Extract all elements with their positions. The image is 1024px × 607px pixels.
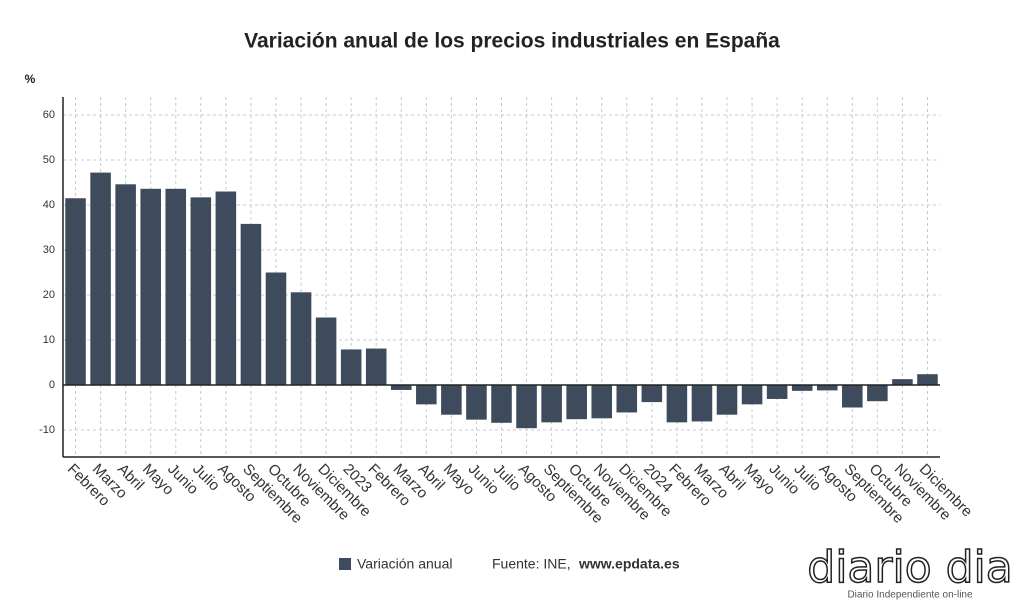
source-site: www.epdata.es	[578, 556, 680, 572]
bar	[816, 385, 838, 391]
bar	[691, 385, 713, 422]
bar	[441, 385, 462, 415]
bar	[240, 223, 262, 385]
y-tick-label: 0	[49, 379, 55, 391]
y-tick-label: 20	[43, 289, 55, 301]
bar	[566, 385, 587, 420]
watermark: diario dia	[807, 542, 1012, 593]
bar	[541, 385, 562, 423]
bar	[165, 188, 187, 385]
bar	[892, 379, 913, 385]
legend-swatch	[339, 558, 351, 570]
y-tick-label: 60	[43, 109, 55, 121]
bar	[641, 385, 663, 403]
y-tick-label: 40	[43, 199, 55, 211]
watermark-tagline: Diario Independiente on-line	[847, 590, 973, 601]
bar	[516, 385, 537, 429]
bar	[491, 385, 512, 423]
bar	[315, 317, 337, 385]
bar	[140, 188, 161, 385]
chart-title: Variación anual de los precios industria…	[244, 30, 780, 53]
y-tick-label: 50	[43, 154, 55, 166]
bar	[791, 385, 813, 391]
bar	[90, 172, 111, 385]
bar	[290, 292, 312, 385]
y-tick-label: 30	[43, 244, 55, 256]
y-tick-label: 10	[43, 334, 55, 346]
bar	[842, 385, 863, 408]
legend-label: Variación anual	[357, 556, 452, 572]
y-axis-label: %	[25, 72, 36, 86]
bar	[867, 385, 888, 402]
legend: Variación anual Fuente: INE, www.epdata.…	[339, 556, 680, 572]
bar	[115, 184, 136, 385]
bar	[265, 272, 287, 385]
bar	[917, 374, 938, 385]
y-tick-label: -10	[39, 424, 55, 436]
bar	[666, 385, 688, 423]
bar	[591, 385, 613, 419]
bar	[416, 385, 437, 405]
source: Fuente: INE,	[492, 556, 571, 572]
bar	[340, 349, 362, 385]
bar	[390, 385, 412, 390]
bar	[716, 385, 738, 415]
bar	[215, 191, 237, 385]
bar	[65, 198, 86, 385]
bar	[466, 385, 487, 420]
bar	[365, 348, 387, 385]
bar	[190, 197, 212, 385]
bar	[766, 385, 788, 399]
bar	[616, 385, 638, 413]
bar	[741, 385, 763, 405]
